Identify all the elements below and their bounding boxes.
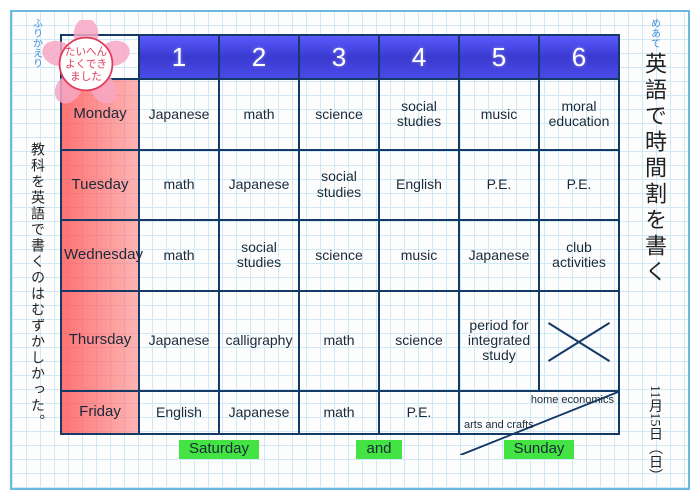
subject-cell: home economics arts and crafts [459, 391, 619, 434]
period-header: 2 [219, 35, 299, 79]
subject-cell: English [379, 150, 459, 221]
subject-cell: calligraphy [219, 291, 299, 391]
table-row: FridayEnglishJapanesemathP.E.home econom… [61, 391, 619, 434]
weekend-and: and [356, 440, 401, 459]
subject-cell: Japanese [139, 291, 219, 391]
day-cell: Thursday [61, 291, 139, 391]
subject-cell: Japanese [219, 391, 299, 434]
schedule-table: 1 2 3 4 5 6 MondayJapanesemathsciencesoc… [60, 34, 620, 464]
worksheet-frame: めあて 英語で時間割を書く 11月15日（日） ふりかえり 教科を英語で書くのは… [10, 10, 690, 490]
timetable: 1 2 3 4 5 6 MondayJapanesemathsciencesoc… [60, 34, 620, 464]
goal-label: めあて [647, 18, 662, 48]
table-row: ThursdayJapanesecalligraphymathsciencepe… [61, 291, 619, 391]
subject-cell: English [139, 391, 219, 434]
subject-cell: science [299, 79, 379, 150]
subject-cell: social studies [299, 150, 379, 221]
period-header: 5 [459, 35, 539, 79]
table-row: Wednesdaymathsocial studiessciencemusicJ… [61, 220, 619, 291]
subject-cell: social studies [219, 220, 299, 291]
subject-cell: music [379, 220, 459, 291]
subject-cell: P.E. [459, 150, 539, 221]
day-cell: Tuesday [61, 150, 139, 221]
date: 11月15日（日） [644, 385, 664, 482]
subject-cell: Japanese [459, 220, 539, 291]
weekend-row: Saturday and Sunday [61, 434, 619, 464]
period-header: 4 [379, 35, 459, 79]
svg-text:たいへん: たいへん [65, 46, 107, 58]
reflection-text: 教科を英語で書くのはむずかしかった。 [26, 142, 46, 430]
day-cell: Friday [61, 391, 139, 434]
period-header: 6 [539, 35, 619, 79]
page-title: 英語で時間割を書く [638, 52, 670, 377]
subject-cell: math [219, 79, 299, 150]
weekend-sat: Saturday [179, 440, 259, 459]
subject-cell: Japanese [219, 150, 299, 221]
subject-cell: math [139, 150, 219, 221]
diag-bot: arts and crafts [464, 419, 534, 431]
period-header: 1 [139, 35, 219, 79]
diag-top: home economics [531, 394, 614, 406]
subject-cell: P.E. [379, 391, 459, 434]
svg-text:ました: ました [70, 71, 102, 83]
subject-cell: moral education [539, 79, 619, 150]
table-row: MondayJapanesemathsciencesocial studiesm… [61, 79, 619, 150]
subject-cell: Japanese [139, 79, 219, 150]
subject-cell: math [139, 220, 219, 291]
right-column: めあて 英語で時間割を書く 11月15日（日） [626, 18, 682, 482]
svg-text:よくでき: よくでき [65, 59, 107, 71]
subject-cell: science [379, 291, 459, 391]
subject-cell: science [299, 220, 379, 291]
subject-cell: P.E. [539, 150, 619, 221]
subject-cell: period for integrated study [459, 291, 539, 391]
table-row: TuesdaymathJapanesesocial studiesEnglish… [61, 150, 619, 221]
subject-cell: music [459, 79, 539, 150]
weekend-sun: Sunday [504, 440, 575, 459]
header-row: 1 2 3 4 5 6 [61, 35, 619, 79]
subject-cell: math [299, 291, 379, 391]
period-header: 3 [299, 35, 379, 79]
subject-cell: club activities [539, 220, 619, 291]
subject-cell [539, 291, 619, 391]
well-done-stamp: たいへん よくでき ました [42, 20, 130, 108]
day-cell: Wednesday [61, 220, 139, 291]
subject-cell: social studies [379, 79, 459, 150]
flower-stamp-icon: たいへん よくでき ました [42, 20, 130, 108]
subject-cell: math [299, 391, 379, 434]
